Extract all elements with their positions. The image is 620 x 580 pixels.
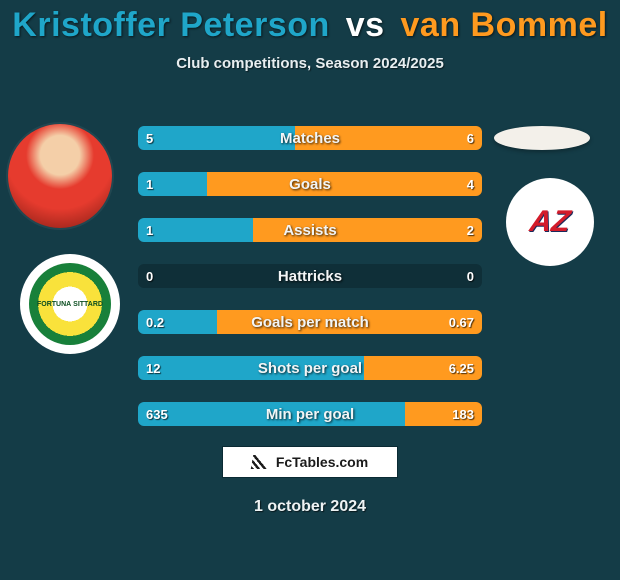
value-left: 12 [138,356,168,380]
bar-right [295,126,482,150]
player2-avatar [494,126,590,150]
fortuna-sittard-badge-icon: FORTUNA SITTARD [29,263,111,345]
stat-label: Hattricks [138,264,482,288]
player2-name: van Bommel [401,6,608,44]
value-left: 0.2 [138,310,172,334]
value-right: 6 [459,126,482,150]
stat-row: 635183Min per goal [138,402,482,426]
player2-club-badge: AZ [506,178,594,266]
value-left: 1 [138,218,161,242]
bar-left [138,402,405,426]
value-right: 0.67 [441,310,482,334]
value-right: 0 [459,264,482,288]
stat-row: 56Matches [138,126,482,150]
stat-row: 12Assists [138,218,482,242]
date: 1 october 2024 [0,498,620,516]
stat-row: 0.20.67Goals per match [138,310,482,334]
value-right: 6.25 [441,356,482,380]
comparison-title: Kristoffer Peterson vs van Bommel [0,0,620,45]
player1-avatar [8,124,112,228]
az-badge-icon: AZ [528,205,573,239]
source-site: FcTables.com [276,454,368,470]
subtitle: Club competitions, Season 2024/2025 [0,55,620,72]
value-right: 4 [459,172,482,196]
player1-name: Kristoffer Peterson [12,6,329,44]
bar-right [207,172,482,196]
vs-text: vs [346,6,385,44]
bar-left [138,356,364,380]
stat-row: 0 0Hattricks [138,264,482,288]
value-right: 183 [444,402,482,426]
stat-row: 14Goals [138,172,482,196]
stat-row: 126.25Shots per goal [138,356,482,380]
value-left: 5 [138,126,161,150]
stats-chart: 56Matches14Goals12Assists00Hattricks0.20… [138,126,482,448]
fctables-logo-icon [251,455,271,469]
value-left: 1 [138,172,161,196]
value-right: 2 [459,218,482,242]
bar-right [253,218,482,242]
player1-club-badge: FORTUNA SITTARD [20,254,120,354]
value-left: 635 [138,402,176,426]
value-left: 0 [138,264,161,288]
bar-left [138,126,295,150]
source-badge: FcTables.com [222,446,398,478]
